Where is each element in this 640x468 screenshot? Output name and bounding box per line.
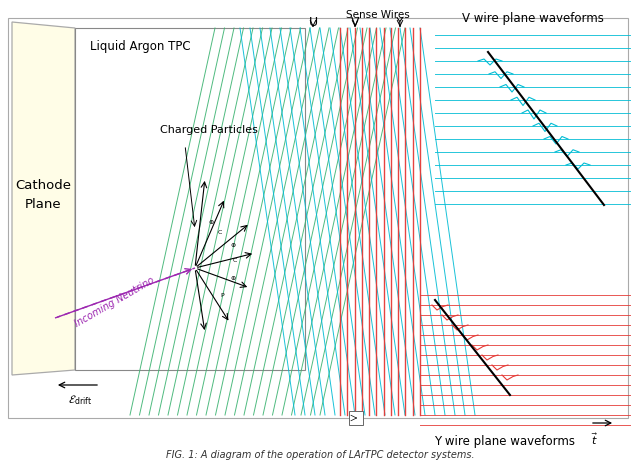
Text: Y: Y [396,15,404,29]
Text: FIG. 1: A diagram of the operation of LArTPC detector systems.: FIG. 1: A diagram of the operation of LA… [166,450,474,460]
Text: C: C [233,258,237,263]
Bar [349,411,363,425]
Text: Y wire plane waveforms: Y wire plane waveforms [435,435,575,448]
Text: Sense Wires: Sense Wires [346,10,410,20]
Text: ⊕: ⊕ [208,220,213,226]
Text: $\vec{t}$: $\vec{t}$ [591,431,598,447]
Bar [8,18,628,418]
Bar [75,28,305,370]
Text: V: V [351,15,359,29]
Text: P: P [221,293,224,298]
Text: U: U [308,15,317,29]
Text: ⊕: ⊕ [230,243,236,248]
Text: ⊕: ⊕ [230,276,236,280]
Text: Charged Particles: Charged Particles [160,125,258,135]
Text: Incoming Neutrino: Incoming Neutrino [74,275,157,329]
Text: V wire plane waveforms: V wire plane waveforms [462,12,604,25]
Text: C: C [218,231,222,235]
Text: Cathode
Plane: Cathode Plane [15,179,71,211]
Text: Liquid Argon TPC: Liquid Argon TPC [90,40,191,53]
Text: $\mathcal{E}_{\mathrm{drift}}$: $\mathcal{E}_{\mathrm{drift}}$ [68,393,92,407]
Polygon shape [12,22,75,375]
